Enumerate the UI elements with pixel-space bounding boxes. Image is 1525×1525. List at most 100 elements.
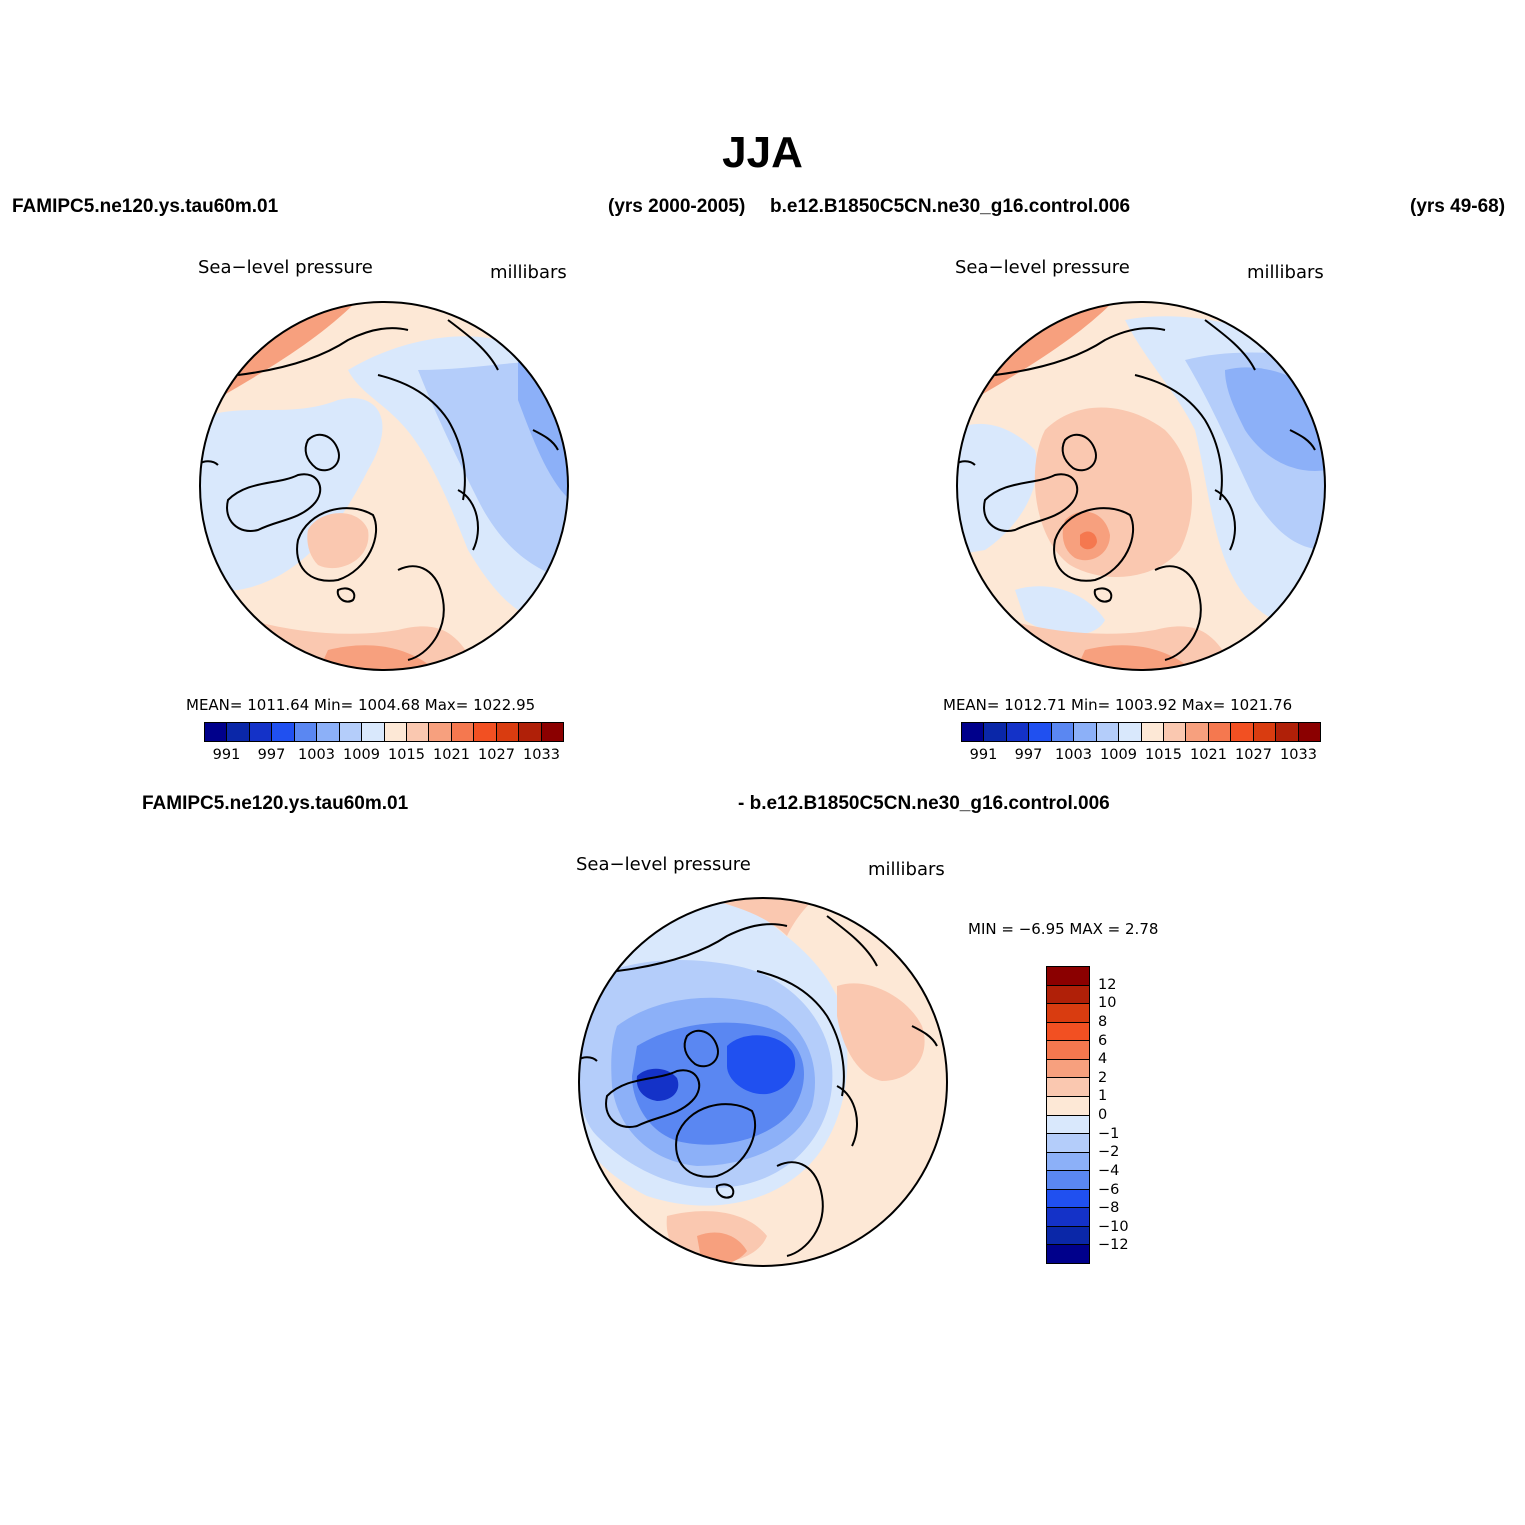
colorbar-swatch xyxy=(362,723,385,741)
diff-colorbar-swatch xyxy=(1047,1245,1089,1263)
colorbar-tick-label: 1033 xyxy=(523,747,560,763)
diff-colorbar-swatch xyxy=(1047,1171,1089,1190)
colorbar-swatch xyxy=(451,723,475,741)
colorbar-swatch xyxy=(317,723,340,741)
diff-case1-name: FAMIPC5.ne120.ys.tau60m.01 xyxy=(142,793,409,814)
diff-colorbar-swatch xyxy=(1047,985,1089,1005)
diff-colorbar-swatch xyxy=(1047,1041,1089,1060)
diff-colorbar-tick-label: −12 xyxy=(1098,1237,1129,1254)
colorbar-tick-label: 991 xyxy=(969,747,998,763)
panel1-units-label: millibars xyxy=(490,262,567,283)
diff-colorbar-swatch xyxy=(1047,1059,1089,1079)
diff-colorbar-swatch xyxy=(1047,1115,1089,1135)
colorbar-swatch xyxy=(384,723,407,741)
diff-polar-map xyxy=(578,897,948,1267)
diff-colorbar-swatch xyxy=(1047,1189,1089,1209)
diff-colorbar-tick-label: 10 xyxy=(1098,995,1117,1012)
case1-years: (yrs 2000-2005) xyxy=(608,196,746,217)
colorbar-swatch xyxy=(406,723,430,741)
colorbar-tick-label: 1015 xyxy=(1145,747,1182,763)
colorbar-tick-label: 1033 xyxy=(1280,747,1317,763)
diff-colorbar-swatch xyxy=(1047,1152,1089,1172)
diff-colorbar-tick-label: 6 xyxy=(1098,1032,1108,1049)
colorbar-tick-label: 1009 xyxy=(343,747,380,763)
colorbar-swatch xyxy=(962,723,985,741)
colorbar-swatch xyxy=(1141,723,1164,741)
colorbar-swatch xyxy=(1186,723,1209,741)
panel1-colorbar-labels: 991 997 1003 1009 1015 1021 1027 1033 xyxy=(204,747,564,767)
colorbar-swatch xyxy=(1298,723,1320,741)
diff-colorbar-tick-label: −4 xyxy=(1098,1162,1120,1179)
colorbar-swatch xyxy=(294,723,318,741)
colorbar-swatch xyxy=(496,723,520,741)
diff-min-max: MIN = −6.95 MAX = 2.78 xyxy=(968,920,1159,938)
diff-colorbar-tick-label: 12 xyxy=(1098,976,1117,993)
diff-colorbar-labels: 12 10 8 6 4 2 1 0 −1 −2 −4 −6 −8 −10 −12 xyxy=(1098,966,1158,1264)
colorbar-swatch xyxy=(984,723,1007,741)
diff-colorbar-tick-label: −8 xyxy=(1098,1200,1120,1217)
colorbar-swatch xyxy=(272,723,295,741)
colorbar-swatch xyxy=(519,723,542,741)
diff-colorbar-swatch xyxy=(1047,1226,1089,1246)
colorbar-swatch xyxy=(1276,723,1299,741)
colorbar-tick-label: 1003 xyxy=(298,747,335,763)
colorbar-swatch xyxy=(339,723,363,741)
colorbar-swatch xyxy=(1231,723,1254,741)
colorbar-swatch xyxy=(541,723,563,741)
colorbar-swatch xyxy=(1096,723,1120,741)
panel2-units-label: millibars xyxy=(1247,262,1324,283)
colorbar-tick-label: 997 xyxy=(1014,747,1043,763)
colorbar-swatch xyxy=(1253,723,1277,741)
case1-name: FAMIPC5.ne120.ys.tau60m.01 xyxy=(12,196,279,217)
colorbar-tick-label: 1021 xyxy=(1190,747,1227,763)
panel1-polar-map xyxy=(199,301,569,671)
colorbar-tick-label: 991 xyxy=(212,747,241,763)
colorbar-swatch xyxy=(474,723,497,741)
diff-colorbar-tick-label: 4 xyxy=(1098,1051,1108,1068)
figure-title: JJA xyxy=(722,128,803,177)
diff-case2-name: - b.e12.B1850C5CN.ne30_g16.control.006 xyxy=(738,793,1110,814)
panel1-colorbar xyxy=(204,722,564,742)
case2-years: (yrs 49-68) xyxy=(1410,196,1506,217)
panel2-colorbar xyxy=(961,722,1321,742)
diff-colorbar xyxy=(1046,966,1090,1264)
diff-colorbar-tick-label: 1 xyxy=(1098,1088,1108,1105)
diff-colorbar-tick-label: 8 xyxy=(1098,1013,1108,1030)
colorbar-tick-label: 997 xyxy=(257,747,286,763)
colorbar-tick-label: 1003 xyxy=(1055,747,1092,763)
colorbar-tick-label: 1021 xyxy=(433,747,470,763)
panel2-colorbar-labels: 991 997 1003 1009 1015 1021 1027 1033 xyxy=(961,747,1321,767)
panel2-polar-map xyxy=(956,301,1326,671)
diff-colorbar-swatch xyxy=(1047,1208,1089,1227)
colorbar-swatch xyxy=(1074,723,1097,741)
panel1-variable-label: Sea−level pressure xyxy=(198,257,373,278)
colorbar-tick-label: 1027 xyxy=(478,747,515,763)
diff-colorbar-swatch xyxy=(1047,1134,1089,1153)
diff-colorbar-swatch xyxy=(1047,1004,1089,1023)
diff-colorbar-swatch xyxy=(1047,1022,1089,1042)
colorbar-swatch xyxy=(227,723,250,741)
panel2-variable-label: Sea−level pressure xyxy=(955,257,1130,278)
colorbar-tick-label: 1009 xyxy=(1100,747,1137,763)
diff-colorbar-swatch xyxy=(1047,967,1089,986)
colorbar-swatch xyxy=(1029,723,1052,741)
colorbar-swatch xyxy=(1208,723,1232,741)
diff-colorbar-tick-label: 0 xyxy=(1098,1107,1108,1123)
diff-colorbar-tick-label: −2 xyxy=(1098,1144,1120,1161)
colorbar-tick-label: 1015 xyxy=(388,747,425,763)
colorbar-swatch xyxy=(205,723,228,741)
diff-colorbar-tick-label: −1 xyxy=(1098,1125,1120,1142)
panel1-stats: MEAN= 1011.64 Min= 1004.68 Max= 1022.95 xyxy=(186,696,536,714)
diff-colorbar-tick-label: −6 xyxy=(1098,1181,1120,1198)
colorbar-swatch xyxy=(1119,723,1142,741)
diff-colorbar-tick-label: 2 xyxy=(1098,1069,1108,1086)
panel2-stats: MEAN= 1012.71 Min= 1003.92 Max= 1021.76 xyxy=(943,696,1293,714)
colorbar-swatch xyxy=(429,723,452,741)
diff-colorbar-tick-label: −10 xyxy=(1098,1218,1129,1235)
diff-variable-label: Sea−level pressure xyxy=(576,854,751,875)
diff-colorbar-swatch xyxy=(1047,1078,1089,1097)
diff-colorbar-swatch xyxy=(1047,1096,1089,1116)
colorbar-swatch xyxy=(1051,723,1075,741)
colorbar-swatch xyxy=(1163,723,1187,741)
case2-name: b.e12.B1850C5CN.ne30_g16.control.006 xyxy=(770,196,1131,217)
